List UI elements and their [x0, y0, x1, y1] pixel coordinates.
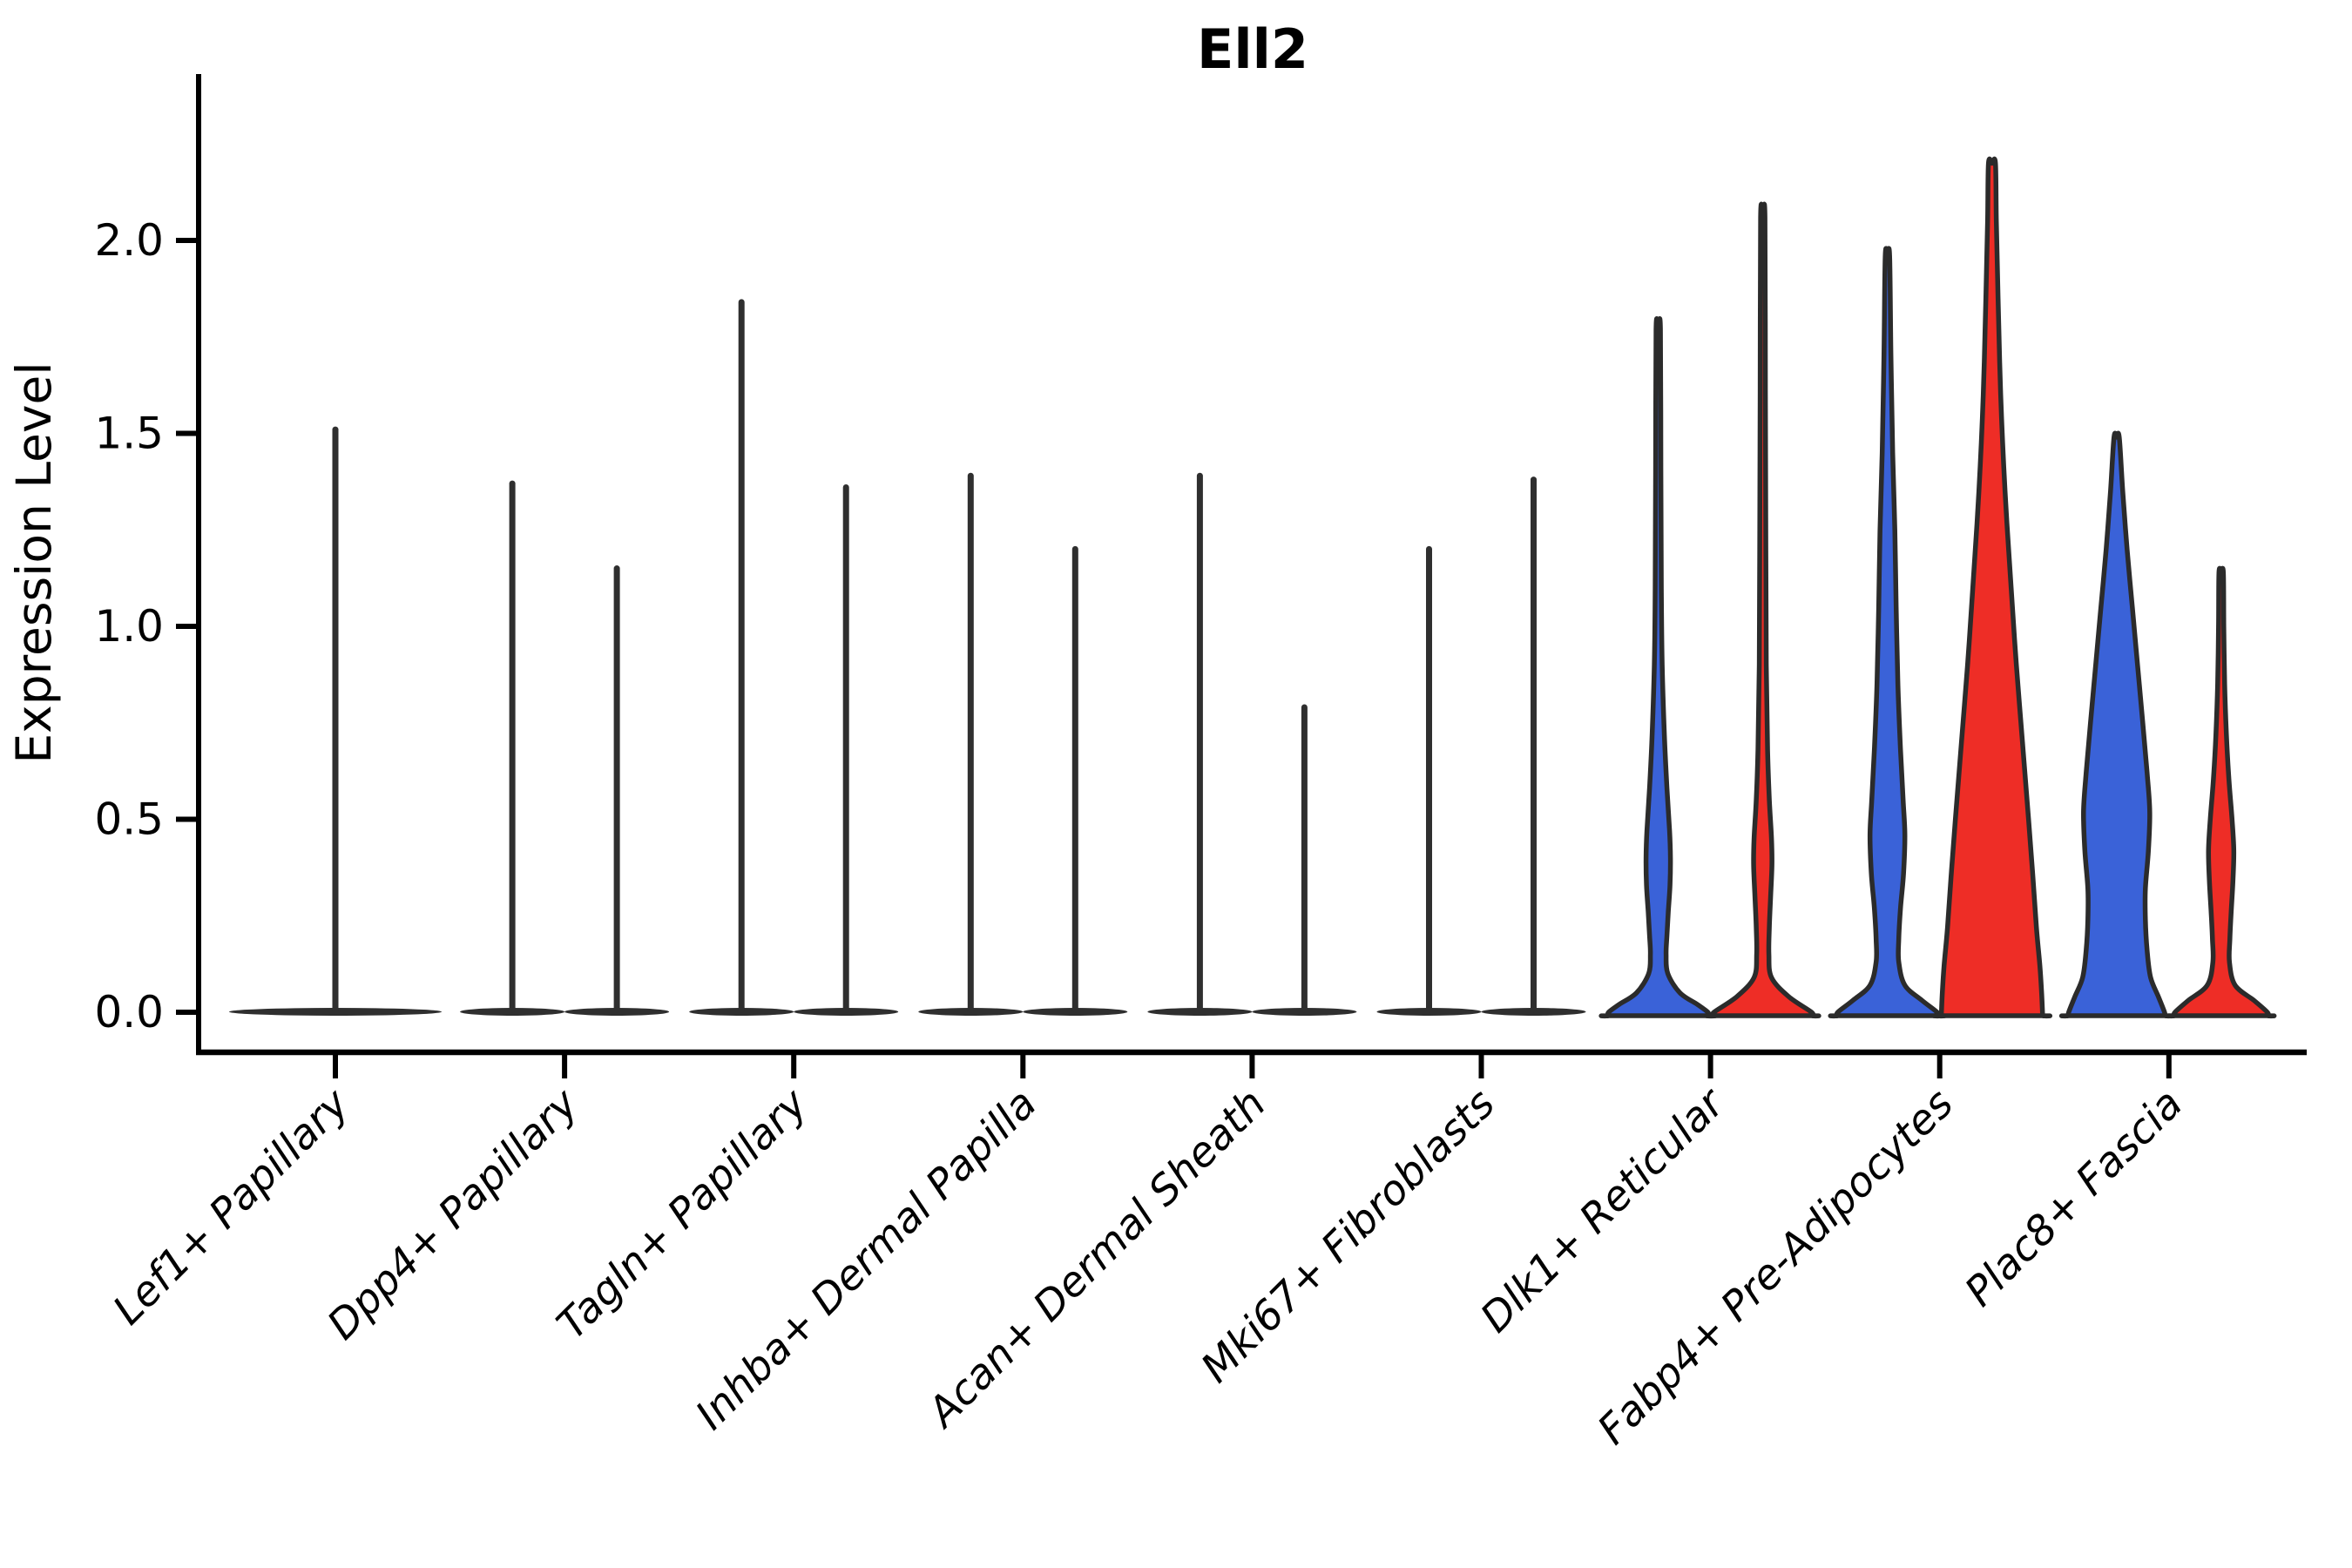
violin-layer [229, 156, 2277, 1019]
y-tick-label: 0.5 [94, 794, 164, 845]
y-tick-label: 1.0 [94, 601, 164, 652]
violin-body-blue-cat8 [2059, 430, 2174, 1019]
violin-body-blue-cat7 [1828, 246, 1947, 1019]
chart-title: Ell2 [1197, 17, 1308, 81]
x-tick-label-plac8-fascia: Plac8+ Fascia [1956, 1080, 2192, 1316]
y-tick-label: 1.5 [94, 409, 164, 459]
x-tick-label-tagln-papillary: Tagln+ Papillary [548, 1079, 818, 1349]
y-axis-label: Expression Level [6, 362, 62, 763]
violin-body-blue-cat6 [1598, 316, 1718, 1019]
violin-body-red-cat8 [2166, 565, 2277, 1019]
violin-body-red-cat6 [1704, 201, 1821, 1019]
x-tick-label-dlk1-reticular: Dlk1+ Reticular [1471, 1078, 1735, 1342]
x-tick-label-lef1-papillary: Lef1+ Papillary [104, 1079, 359, 1335]
x-tick-label-dpp4-papillary: Dpp4+ Papillary [318, 1079, 588, 1349]
violin-body-red-cat7 [1931, 156, 2052, 1019]
y-tick-label: 0.0 [94, 987, 164, 1037]
y-tick-label: 2.0 [94, 215, 164, 266]
